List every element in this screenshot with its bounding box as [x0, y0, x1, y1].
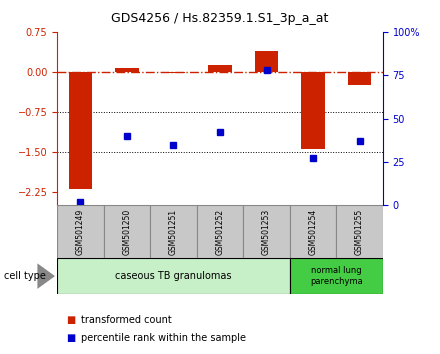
Text: caseous TB granulomas: caseous TB granulomas: [115, 271, 232, 281]
Bar: [301, 72, 325, 149]
Bar: [255, 51, 278, 72]
Text: GSM501253: GSM501253: [262, 209, 271, 255]
Text: GDS4256 / Hs.82359.1.S1_3p_a_at: GDS4256 / Hs.82359.1.S1_3p_a_at: [111, 12, 329, 25]
Text: GSM501249: GSM501249: [76, 209, 85, 255]
Bar: [209, 65, 231, 72]
Bar: [57, 258, 290, 294]
Bar: [197, 205, 243, 258]
Bar: [57, 205, 104, 258]
Text: ■: ■: [66, 315, 75, 325]
Bar: [348, 72, 371, 85]
Bar: [115, 68, 139, 72]
Bar: [104, 205, 150, 258]
Text: GSM501255: GSM501255: [355, 209, 364, 255]
Text: percentile rank within the sample: percentile rank within the sample: [81, 333, 246, 343]
Text: normal lung
parenchyma: normal lung parenchyma: [310, 267, 363, 286]
Bar: [162, 72, 185, 73]
Text: GSM501252: GSM501252: [216, 209, 224, 255]
Text: cell type: cell type: [4, 271, 46, 281]
Bar: [336, 205, 383, 258]
Text: ■: ■: [66, 333, 75, 343]
Bar: [290, 205, 336, 258]
Polygon shape: [37, 263, 55, 289]
Bar: [243, 205, 290, 258]
Text: GSM501250: GSM501250: [122, 209, 132, 255]
Text: GSM501254: GSM501254: [308, 209, 318, 255]
Text: transformed count: transformed count: [81, 315, 172, 325]
Bar: [290, 258, 383, 294]
Bar: [69, 72, 92, 189]
Bar: [150, 205, 197, 258]
Text: GSM501251: GSM501251: [169, 209, 178, 255]
